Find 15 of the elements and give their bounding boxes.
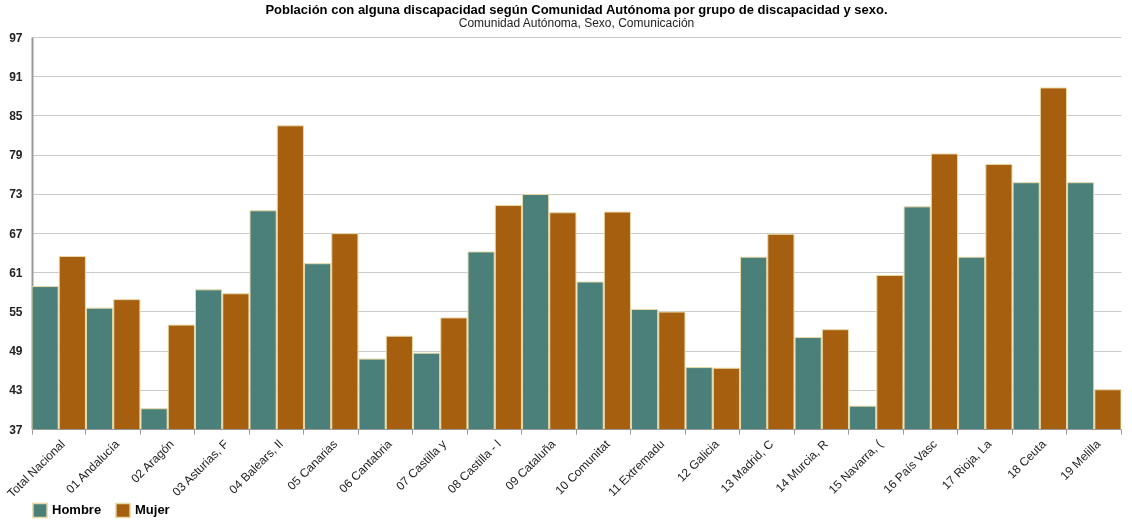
y-tick-label: 43 (9, 383, 23, 398)
chart-title: Población con alguna discapacidad según Comunidad Autónoma por grupo de discapacidad y sexo. (265, 2, 888, 17)
y-tick-label: 85 (9, 108, 23, 123)
y-tick-label: 73 (9, 187, 23, 202)
y-tick-label: 97 (9, 30, 23, 45)
chart-subtitle: Comunidad Autónoma, Sexo, Comunicación (458, 16, 695, 30)
y-tick-label: 49 (9, 344, 23, 359)
y-tick-label: 55 (9, 304, 23, 319)
y-tick-label: 79 (9, 148, 23, 163)
legend-label: Hombre (52, 502, 102, 518)
y-tick-label: 91 (9, 69, 23, 84)
y-tick-label: 37 (9, 422, 23, 437)
legend-label: Mujer (135, 502, 170, 518)
y-tick-label: 61 (9, 265, 23, 280)
y-tick-label: 67 (9, 226, 23, 241)
